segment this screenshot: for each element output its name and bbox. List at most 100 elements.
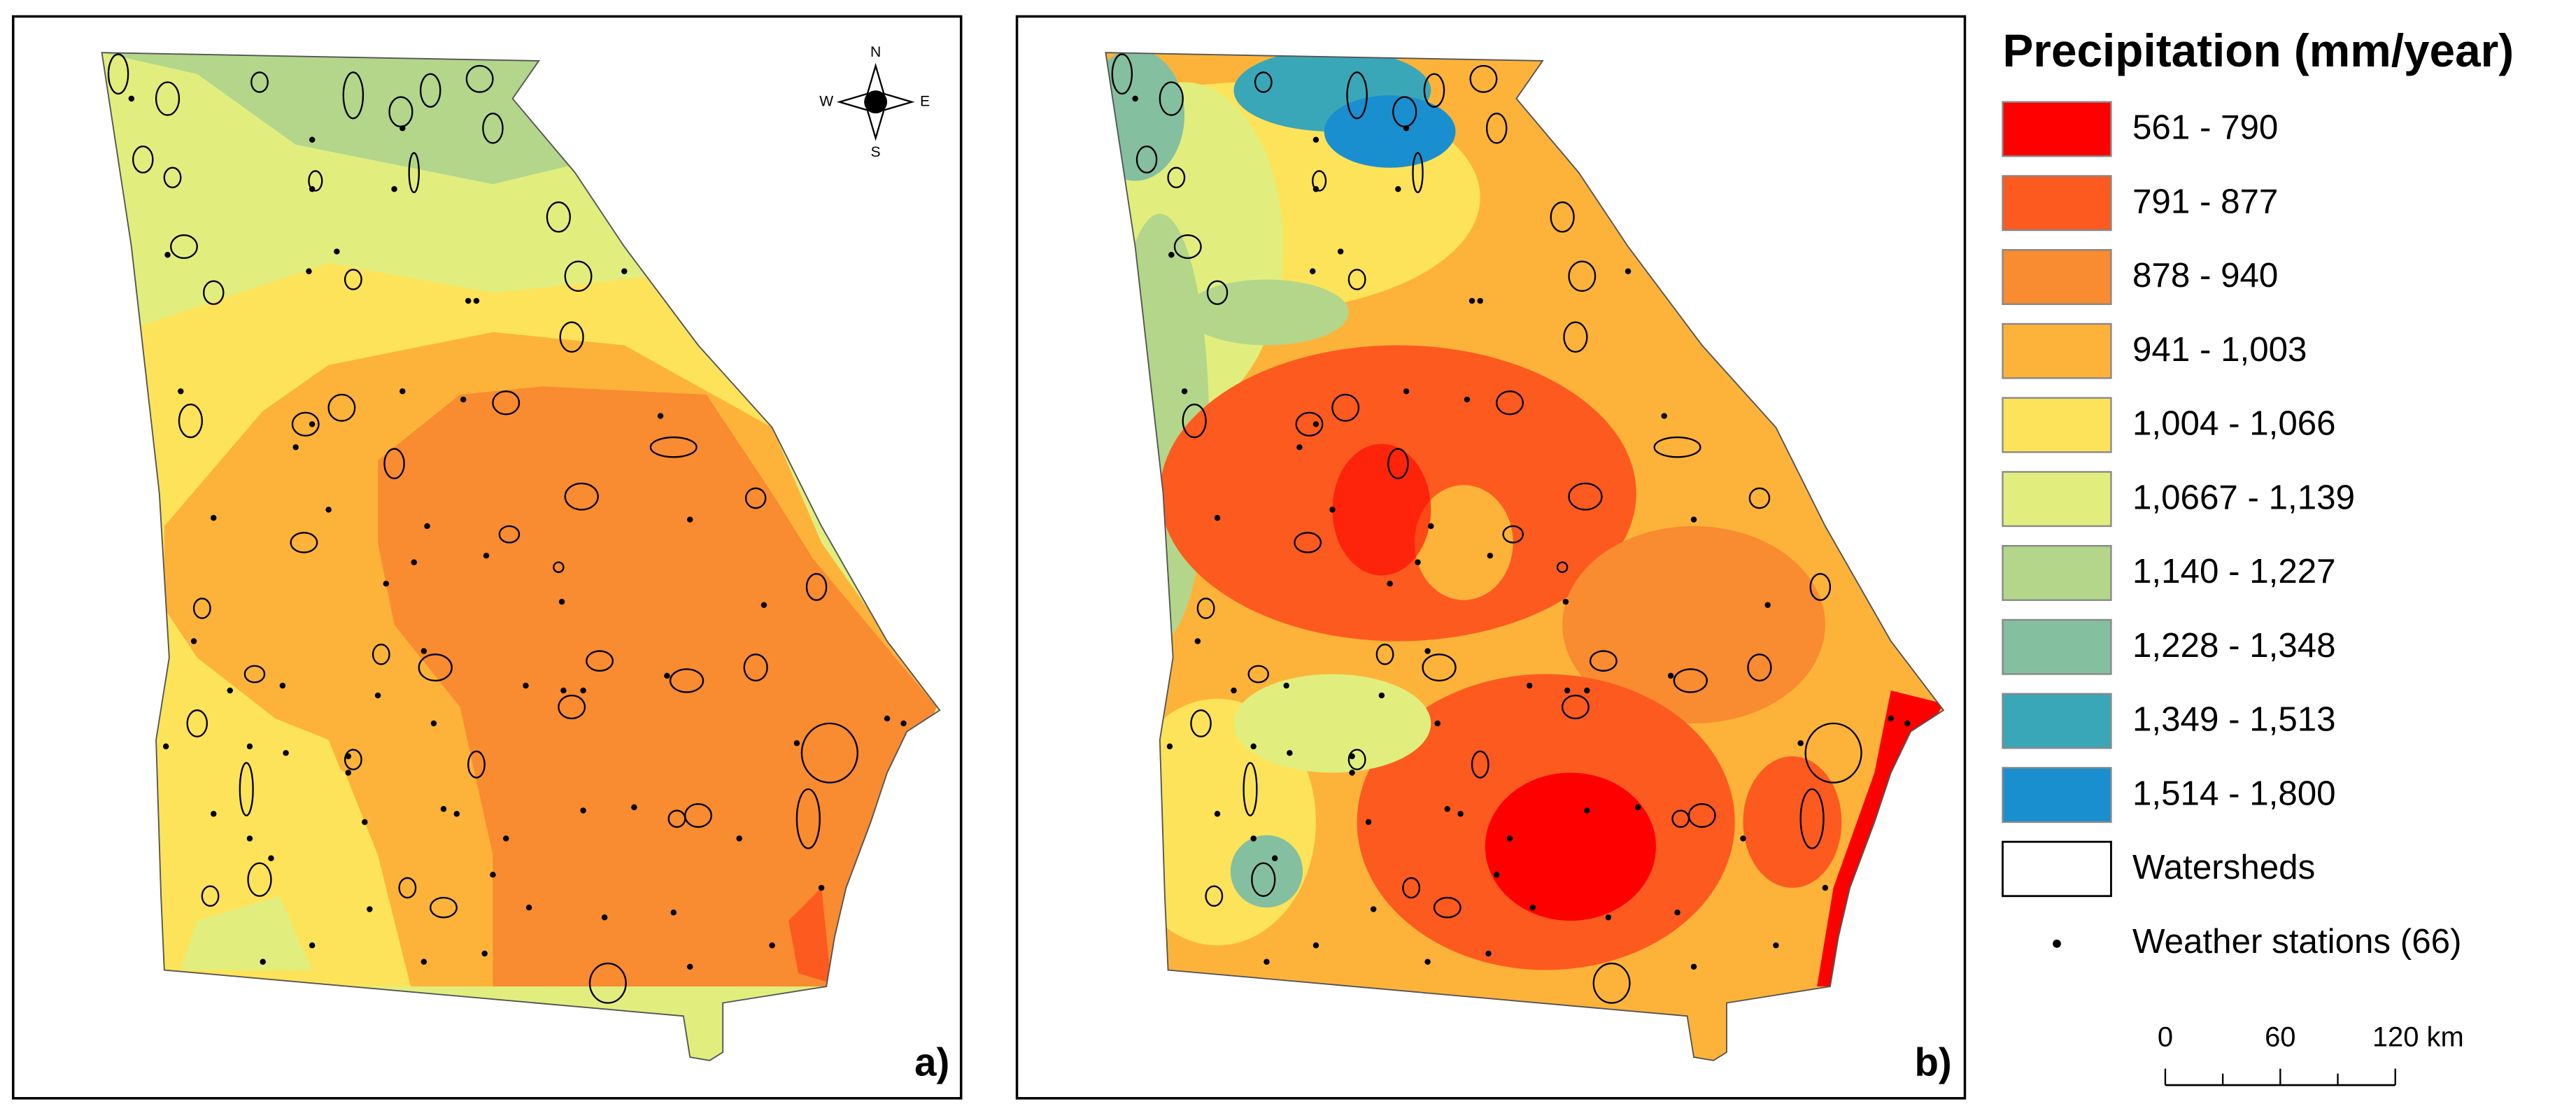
weather-station	[1674, 910, 1680, 916]
map-panel-b	[1105, 52, 1945, 1061]
watershed	[482, 112, 504, 144]
weather-station	[1822, 884, 1829, 891]
watershed	[155, 81, 181, 116]
weather-station	[1773, 942, 1779, 949]
weather-station	[1415, 559, 1421, 565]
weather-station	[1487, 553, 1494, 559]
weather-station	[1797, 740, 1804, 746]
precip-zones	[101, 52, 940, 1061]
compass-e: E	[920, 93, 930, 109]
watershed	[1347, 749, 1366, 770]
watershed	[1294, 532, 1322, 553]
watershed	[170, 234, 198, 260]
watershed	[1254, 71, 1273, 93]
zone	[101, 52, 575, 185]
weather-station	[309, 942, 316, 949]
zone	[1233, 674, 1431, 773]
weather-station	[818, 884, 825, 891]
features	[1105, 52, 1945, 1061]
legend-label: 1,004 - 1,066	[2132, 404, 2336, 443]
watershed	[1568, 260, 1597, 292]
watershed	[243, 665, 266, 684]
weather-station	[1250, 835, 1257, 842]
weather-station	[227, 687, 233, 694]
panel-frame	[12, 15, 963, 1100]
watershed	[342, 71, 365, 120]
watershed	[1433, 896, 1462, 919]
weather-station	[1529, 904, 1536, 911]
weather-station	[1888, 715, 1895, 722]
watershed	[1568, 482, 1603, 511]
weather-station	[1387, 581, 1393, 587]
weather-station	[453, 811, 460, 817]
weather-station	[1444, 805, 1451, 812]
weather-station	[1506, 835, 1513, 842]
compass-w: W	[819, 93, 833, 109]
precip-zones	[1105, 52, 1944, 1061]
weather-station	[793, 740, 800, 746]
weather-station	[345, 770, 352, 776]
weather-station	[631, 804, 637, 811]
watershed	[1312, 170, 1327, 192]
watershed	[1653, 436, 1701, 458]
compass-s: S	[871, 144, 881, 160]
watershed	[1561, 694, 1590, 720]
weather-station	[374, 692, 381, 699]
watershed	[308, 170, 323, 192]
weather-station	[1428, 523, 1434, 530]
watershed	[1159, 81, 1184, 116]
weather-station	[473, 297, 480, 304]
legend-swatch	[2002, 101, 2112, 157]
weather-station	[420, 648, 427, 654]
weather-station	[1194, 638, 1201, 644]
weather-station	[1365, 819, 1372, 826]
watershed	[1375, 644, 1394, 665]
weather-station	[1562, 598, 1569, 605]
zone	[1485, 772, 1656, 921]
watershed	[559, 321, 584, 353]
watershed	[800, 722, 858, 784]
scale-label: 0	[2158, 1022, 2173, 1053]
weather-station	[1625, 268, 1632, 274]
watershed	[564, 260, 593, 292]
weather-station	[1214, 515, 1221, 521]
weather-station	[268, 855, 274, 861]
watershed	[1563, 321, 1588, 353]
weather-station	[1424, 648, 1431, 654]
weather-station	[260, 958, 266, 965]
legend-station-symbol	[2053, 940, 2061, 948]
legend-label: 941 - 1,003	[2132, 330, 2307, 369]
weather-station	[430, 720, 437, 727]
zone	[1184, 279, 1349, 346]
zone	[1324, 95, 1456, 168]
watershed	[669, 668, 705, 693]
legend: Precipitation (mm/year) 561 - 790 791 - 8…	[2002, 24, 2514, 961]
watershed	[1182, 403, 1207, 439]
weather-station	[1904, 720, 1911, 727]
watershed	[1295, 411, 1324, 437]
watershed	[1469, 64, 1498, 93]
weather-station	[1337, 248, 1344, 255]
watershed	[250, 71, 269, 93]
weather-station	[1214, 811, 1221, 817]
compass-n: N	[870, 44, 881, 60]
legend-swatch	[2002, 323, 2112, 379]
watershed	[743, 653, 768, 682]
weather-station	[664, 672, 670, 679]
watershed	[1550, 201, 1575, 233]
watershed	[1412, 152, 1424, 194]
weather-station	[1493, 871, 1500, 878]
weather-station	[1166, 743, 1173, 750]
weather-station	[503, 835, 509, 842]
weather-station	[1349, 753, 1355, 760]
compass: N S E W	[819, 44, 930, 160]
weather-station	[1250, 743, 1257, 750]
watershed	[327, 393, 356, 422]
panel-frame	[1015, 15, 1967, 1100]
weather-station	[246, 743, 253, 750]
weather-station	[736, 835, 742, 842]
weather-station	[178, 388, 184, 395]
watershed	[1592, 962, 1631, 1004]
watershed	[398, 877, 417, 899]
